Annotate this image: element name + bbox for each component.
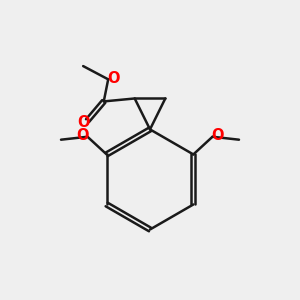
Text: O: O [107,71,120,86]
Text: O: O [76,128,88,143]
Text: O: O [212,128,224,143]
Text: O: O [77,115,89,130]
